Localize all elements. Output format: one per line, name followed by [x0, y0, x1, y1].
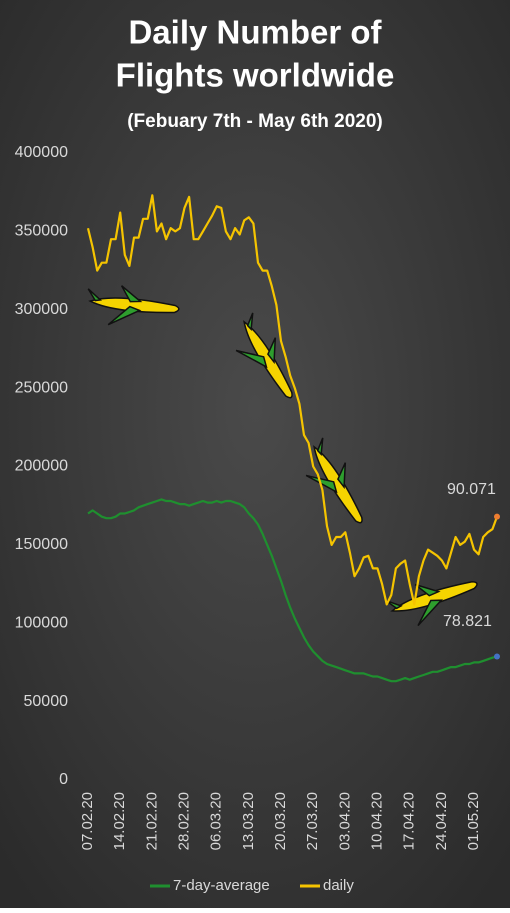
x-tick-label: 10.04.20	[368, 792, 385, 850]
end-point	[494, 513, 500, 520]
x-tick-label: 28.02.20	[175, 792, 192, 850]
y-tick-label: 150000	[15, 536, 68, 553]
x-tick-label: 13.03.20	[240, 792, 257, 850]
y-tick-label: 0	[59, 771, 68, 788]
legend-label: daily	[323, 877, 354, 894]
x-tick-label: 01.05.20	[465, 792, 482, 850]
x-tick-label: 06.03.20	[208, 792, 225, 850]
x-tick-label: 07.02.20	[79, 792, 96, 850]
chart-subtitle: (Febuary 7th - May 6th 2020)	[127, 111, 383, 132]
chart-title: Flights worldwide	[116, 57, 395, 94]
legend-label: 7-day-average	[173, 877, 270, 894]
x-tick-label: 20.03.20	[272, 792, 289, 850]
x-tick-label: 17.04.20	[401, 792, 418, 850]
annotation: 78.821	[443, 613, 492, 630]
x-tick-label: 27.03.20	[304, 792, 321, 850]
y-tick-label: 200000	[15, 458, 68, 475]
y-tick-label: 100000	[15, 614, 68, 631]
y-tick-label: 400000	[15, 144, 68, 161]
end-point	[494, 653, 500, 660]
y-tick-label: 250000	[15, 379, 68, 396]
x-tick-label: 14.02.20	[111, 792, 128, 850]
chart-title: Daily Number of	[128, 14, 382, 51]
y-tick-label: 350000	[15, 223, 68, 240]
x-tick-label: 24.04.20	[433, 792, 450, 850]
annotation: 90.071	[447, 481, 496, 498]
x-tick-label: 03.04.20	[336, 792, 353, 850]
x-tick-label: 21.02.20	[143, 792, 160, 850]
y-tick-label: 300000	[15, 301, 68, 318]
y-tick-label: 50000	[24, 693, 69, 710]
series-line	[87, 498, 498, 683]
series-line	[86, 194, 499, 606]
